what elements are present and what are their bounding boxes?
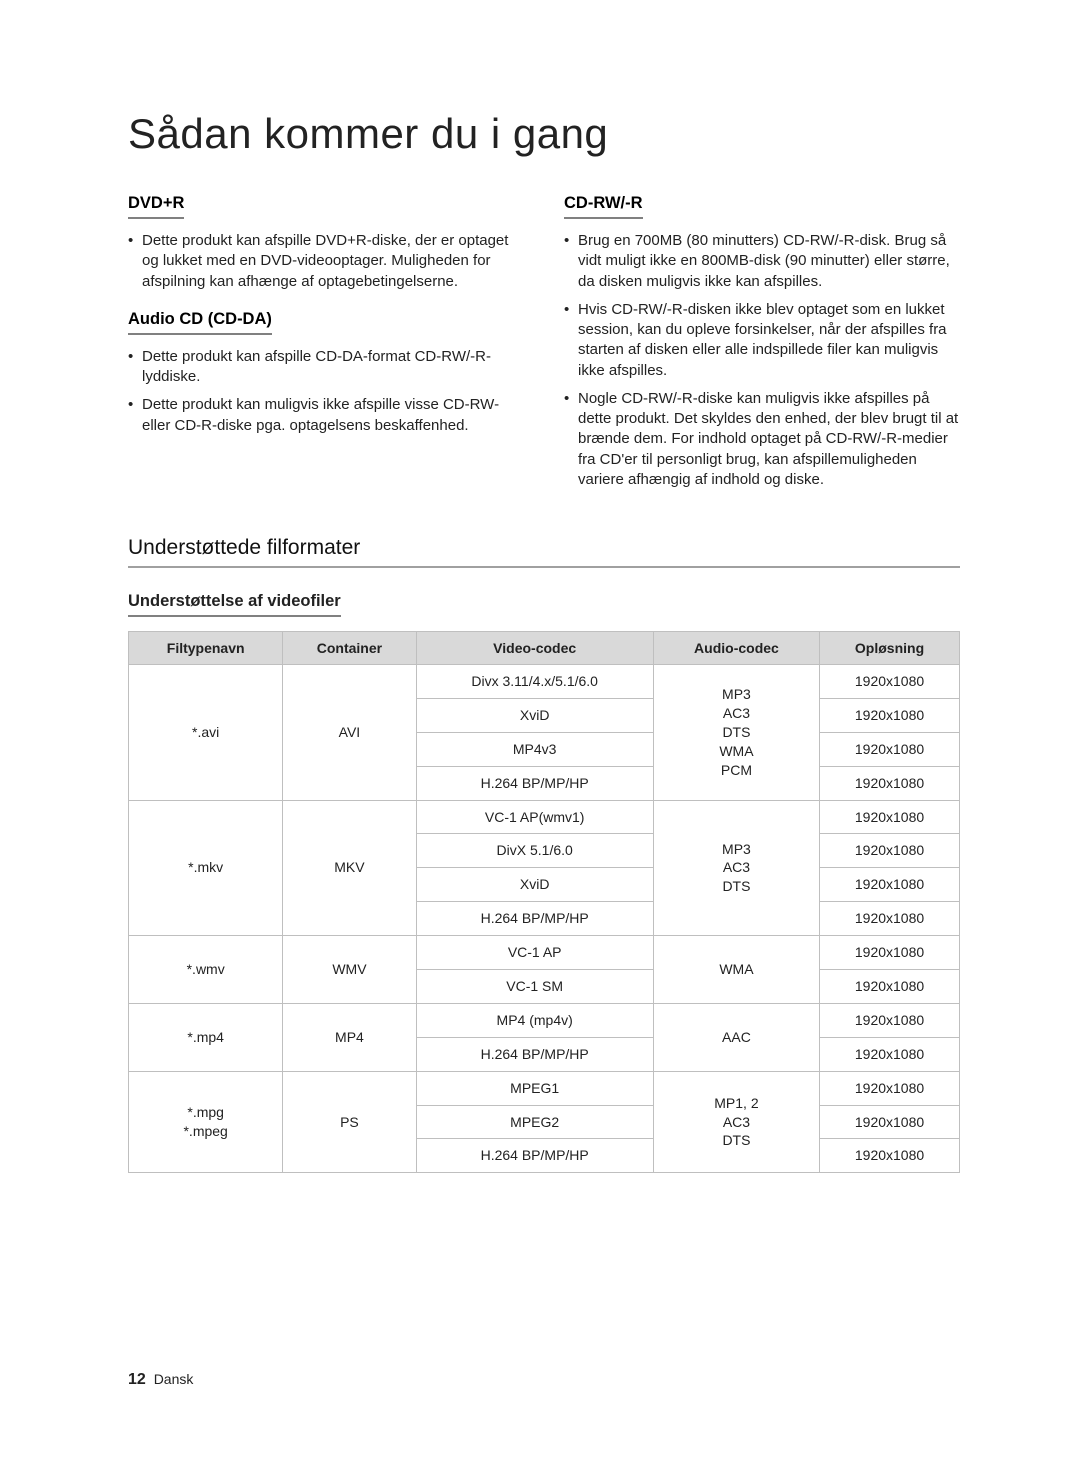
columns: DVD+R Dette produkt kan afspille DVD+R-d… (128, 194, 960, 508)
cell-video-codec: H.264 BP/MP/HP (416, 1037, 653, 1071)
cell-video-codec: MP4v3 (416, 732, 653, 766)
cell-resolution: 1920x1080 (820, 698, 960, 732)
table-header-row: Filtypenavn Container Video-codec Audio-… (129, 632, 960, 665)
dvd-r-heading: DVD+R (128, 194, 184, 219)
list-item: Hvis CD-RW/-R-disken ikke blev optaget s… (564, 300, 960, 381)
cell-resolution: 1920x1080 (820, 1071, 960, 1105)
cell-resolution: 1920x1080 (820, 868, 960, 902)
cell-audio-codec: WMA (653, 936, 819, 1004)
formats-section-title: Understøttede filformater (128, 536, 960, 568)
cell-ext: *.wmv (129, 936, 283, 1004)
cell-video-codec: MP4 (mp4v) (416, 1003, 653, 1037)
list-item: Nogle CD-RW/-R-diske kan muligvis ikke a… (564, 389, 960, 490)
cell-video-codec: MPEG1 (416, 1071, 653, 1105)
page-title: Sådan kommer du i gang (128, 110, 960, 158)
page-footer: 12 Dansk (128, 1371, 193, 1389)
cell-audio-codec: MP3 AC3 DTS WMA PCM (653, 665, 819, 801)
cell-resolution: 1920x1080 (820, 766, 960, 800)
cd-rw-list: Brug en 700MB (80 minutters) CD-RW/-R-di… (564, 231, 960, 490)
audio-cd-heading: Audio CD (CD-DA) (128, 310, 272, 335)
th-container: Container (283, 632, 416, 665)
cell-video-codec: XviD (416, 868, 653, 902)
cell-audio-codec: MP3 AC3 DTS (653, 800, 819, 936)
list-item: Brug en 700MB (80 minutters) CD-RW/-R-di… (564, 231, 960, 292)
cell-resolution: 1920x1080 (820, 834, 960, 868)
table-row: *.aviAVIDivx 3.11/4.x/5.1/6.0MP3 AC3 DTS… (129, 665, 960, 699)
audio-cd-list: Dette produkt kan afspille CD-DA-format … (128, 347, 524, 436)
cell-container: PS (283, 1071, 416, 1173)
cell-container: WMV (283, 936, 416, 1004)
dvd-r-list: Dette produkt kan afspille DVD+R-diske, … (128, 231, 524, 292)
video-support-title: Understøttelse af videofiler (128, 592, 341, 617)
cell-video-codec: MPEG2 (416, 1105, 653, 1139)
page: Sådan kommer du i gang DVD+R Dette produ… (0, 0, 1080, 1477)
cell-video-codec: DivX 5.1/6.0 (416, 834, 653, 868)
cell-ext: *.mpg *.mpeg (129, 1071, 283, 1173)
list-item: Dette produkt kan afspille CD-DA-format … (128, 347, 524, 388)
cell-video-codec: H.264 BP/MP/HP (416, 902, 653, 936)
cell-container: MKV (283, 800, 416, 936)
cell-resolution: 1920x1080 (820, 1105, 960, 1139)
page-number: 12 (128, 1371, 146, 1388)
cell-resolution: 1920x1080 (820, 665, 960, 699)
cell-container: AVI (283, 665, 416, 801)
cell-ext: *.mkv (129, 800, 283, 936)
cell-video-codec: XviD (416, 698, 653, 732)
cell-audio-codec: MP1, 2 AC3 DTS (653, 1071, 819, 1173)
cell-resolution: 1920x1080 (820, 732, 960, 766)
list-item: Dette produkt kan muligvis ikke afspille… (128, 395, 524, 436)
cell-resolution: 1920x1080 (820, 1003, 960, 1037)
cell-ext: *.mp4 (129, 1003, 283, 1071)
table-body: *.aviAVIDivx 3.11/4.x/5.1/6.0MP3 AC3 DTS… (129, 665, 960, 1173)
cell-resolution: 1920x1080 (820, 936, 960, 970)
cell-audio-codec: AAC (653, 1003, 819, 1071)
table-row: *.mpg *.mpegPSMPEG1MP1, 2 AC3 DTS1920x10… (129, 1071, 960, 1105)
cell-video-codec: VC-1 AP(wmv1) (416, 800, 653, 834)
cell-resolution: 1920x1080 (820, 1037, 960, 1071)
cell-video-codec: VC-1 AP (416, 936, 653, 970)
cell-resolution: 1920x1080 (820, 1139, 960, 1173)
cell-resolution: 1920x1080 (820, 970, 960, 1004)
th-video-codec: Video-codec (416, 632, 653, 665)
cell-resolution: 1920x1080 (820, 902, 960, 936)
cd-rw-heading: CD-RW/-R (564, 194, 643, 219)
cell-video-codec: H.264 BP/MP/HP (416, 766, 653, 800)
cell-video-codec: H.264 BP/MP/HP (416, 1139, 653, 1173)
cell-ext: *.avi (129, 665, 283, 801)
table-row: *.mp4MP4MP4 (mp4v)AAC1920x1080 (129, 1003, 960, 1037)
cell-resolution: 1920x1080 (820, 800, 960, 834)
right-column: CD-RW/-R Brug en 700MB (80 minutters) CD… (564, 194, 960, 508)
th-oplosning: Opløsning (820, 632, 960, 665)
table-row: *.mkvMKVVC-1 AP(wmv1)MP3 AC3 DTS1920x108… (129, 800, 960, 834)
cell-container: MP4 (283, 1003, 416, 1071)
left-column: DVD+R Dette produkt kan afspille DVD+R-d… (128, 194, 524, 508)
th-filtypenavn: Filtypenavn (129, 632, 283, 665)
table-row: *.wmvWMVVC-1 APWMA1920x1080 (129, 936, 960, 970)
th-audio-codec: Audio-codec (653, 632, 819, 665)
list-item: Dette produkt kan afspille DVD+R-diske, … (128, 231, 524, 292)
video-format-table: Filtypenavn Container Video-codec Audio-… (128, 631, 960, 1173)
cell-video-codec: Divx 3.11/4.x/5.1/6.0 (416, 665, 653, 699)
page-language: Dansk (154, 1371, 194, 1387)
cell-video-codec: VC-1 SM (416, 970, 653, 1004)
